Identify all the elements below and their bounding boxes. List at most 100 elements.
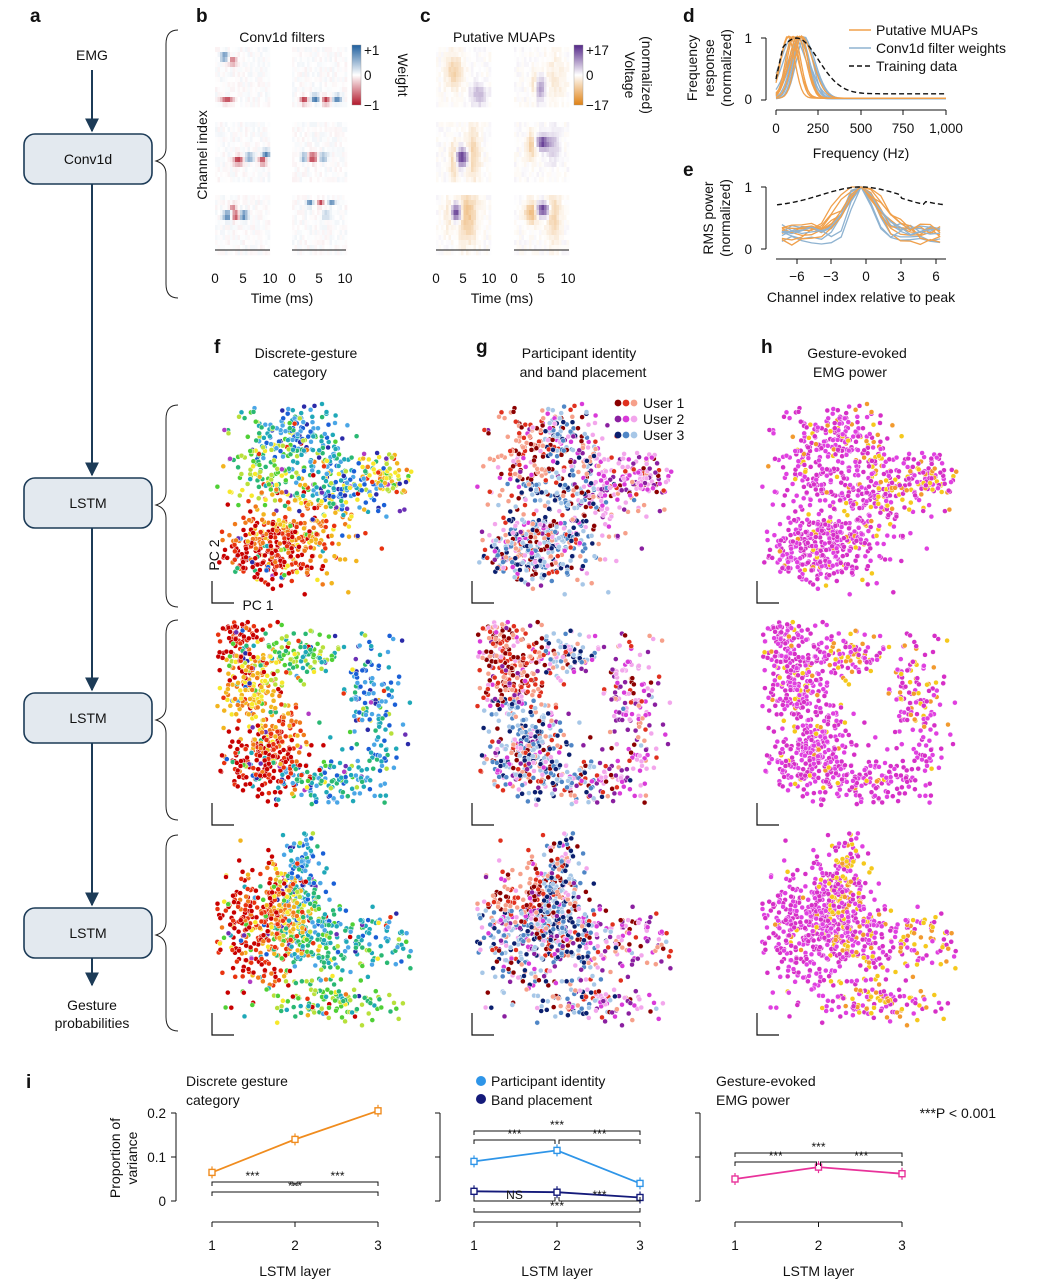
- heatmap-cell: [547, 127, 550, 132]
- heatmap-cell: [534, 172, 537, 177]
- heatmap-cell: [330, 142, 333, 147]
- heatmap-cell: [332, 235, 335, 240]
- heatmap-cell: [529, 127, 532, 132]
- heatmap-cell: [305, 132, 308, 137]
- scatter-point: [269, 442, 274, 447]
- heatmap-cell: [456, 52, 459, 57]
- heatmap-cell: [449, 230, 452, 235]
- scatter-point: [256, 496, 261, 501]
- heatmap-cell: [481, 152, 484, 157]
- heatmap-cell: [332, 152, 335, 157]
- heatmap-cell: [218, 195, 221, 200]
- scatter-point: [568, 407, 573, 412]
- heatmap-cell: [307, 102, 310, 107]
- scatter-point: [546, 571, 551, 576]
- heatmap-cell: [255, 87, 258, 92]
- heatmap-cell: [342, 147, 345, 152]
- heatmap-cell: [559, 127, 562, 132]
- heatmap-cell: [233, 82, 236, 87]
- heatmap-cell: [439, 52, 442, 57]
- heatmap-cell: [238, 235, 241, 240]
- heatmap-cell: [567, 195, 570, 200]
- heatmap-cell: [320, 235, 323, 240]
- heatmap-cell: [469, 200, 472, 205]
- scatter-point: [323, 558, 328, 563]
- heatmap-cell: [315, 240, 318, 245]
- heatmap-cell: [295, 195, 298, 200]
- heatmap-cell: [225, 97, 228, 102]
- heatmap-cell: [474, 72, 477, 77]
- scatter-point: [363, 531, 368, 536]
- heatmap-cell: [220, 177, 223, 182]
- scatter-point: [535, 466, 540, 471]
- scatter-point: [259, 425, 264, 430]
- heatmap-cell: [253, 172, 256, 177]
- heatmap-cell: [559, 195, 562, 200]
- heatmap-cell: [322, 152, 325, 157]
- heatmap-cell: [557, 57, 560, 62]
- muap-heatmaps: [436, 47, 569, 255]
- flow-output-label: Gesture: [67, 997, 117, 1013]
- heatmap-cell: [248, 195, 251, 200]
- heatmap-cell: [263, 132, 266, 137]
- heatmap-cell: [245, 92, 248, 97]
- heatmap-cell: [562, 122, 565, 127]
- heatmap-cell: [340, 200, 343, 205]
- heatmap-cell: [486, 152, 489, 157]
- heatmap-cell: [489, 230, 492, 235]
- heatmap-cell: [557, 67, 560, 72]
- heatmap-cell: [322, 97, 325, 102]
- heatmap-cell: [238, 240, 241, 245]
- heatmap-cell: [337, 240, 340, 245]
- heatmap-cell: [446, 102, 449, 107]
- heatmap-cell: [253, 62, 256, 67]
- scatter-point: [603, 557, 608, 562]
- heatmap-cell: [317, 147, 320, 152]
- heatmap-cell: [532, 62, 535, 67]
- heatmap-cell: [215, 215, 218, 220]
- heatmap-cell: [436, 210, 439, 215]
- scatter-point: [307, 529, 312, 534]
- heatmap-cell: [345, 195, 348, 200]
- heatmap-cell: [454, 147, 457, 152]
- heatmap-cell: [228, 162, 231, 167]
- heatmap-cell: [342, 62, 345, 67]
- heatmap-cell: [295, 162, 298, 167]
- heatmap-cell: [544, 215, 547, 220]
- heatmap-cell: [522, 52, 525, 57]
- heatmap-cell: [337, 220, 340, 225]
- heatmap-cell: [250, 47, 253, 52]
- heatmap-cell: [312, 205, 315, 210]
- heatmap-cell: [312, 195, 315, 200]
- heatmap-cell: [436, 177, 439, 182]
- heatmap-cell: [481, 82, 484, 87]
- heatmap-cell: [441, 102, 444, 107]
- heatmap-cell: [320, 72, 323, 77]
- heatmap-cell: [469, 97, 472, 102]
- scatter-point: [515, 562, 520, 567]
- heatmap-cell: [441, 177, 444, 182]
- heatmap-cell: [461, 147, 464, 152]
- heatmap-cell: [481, 210, 484, 215]
- heatmap-cell: [320, 152, 323, 157]
- heatmap-cell: [481, 235, 484, 240]
- heatmap-cell: [441, 167, 444, 172]
- heatmap-cell: [263, 152, 266, 157]
- heatmap-cell: [245, 240, 248, 245]
- heatmap-cell: [238, 230, 241, 235]
- heatmap-cell: [335, 132, 338, 137]
- heatmap-cell: [228, 215, 231, 220]
- heatmap-cell: [223, 52, 226, 57]
- heatmap-cell: [562, 92, 565, 97]
- heatmap-cell: [265, 195, 268, 200]
- heatmap-cell: [305, 195, 308, 200]
- heatmap-cell: [544, 167, 547, 172]
- heatmap-cell: [549, 82, 552, 87]
- heatmap-cell: [243, 127, 246, 132]
- heatmap-cell: [258, 205, 261, 210]
- scatter-point: [298, 521, 303, 526]
- heatmap-cell: [228, 87, 231, 92]
- heatmap-cell: [335, 167, 338, 172]
- heatmap-cell: [230, 137, 233, 142]
- heatmap-cell: [228, 210, 231, 215]
